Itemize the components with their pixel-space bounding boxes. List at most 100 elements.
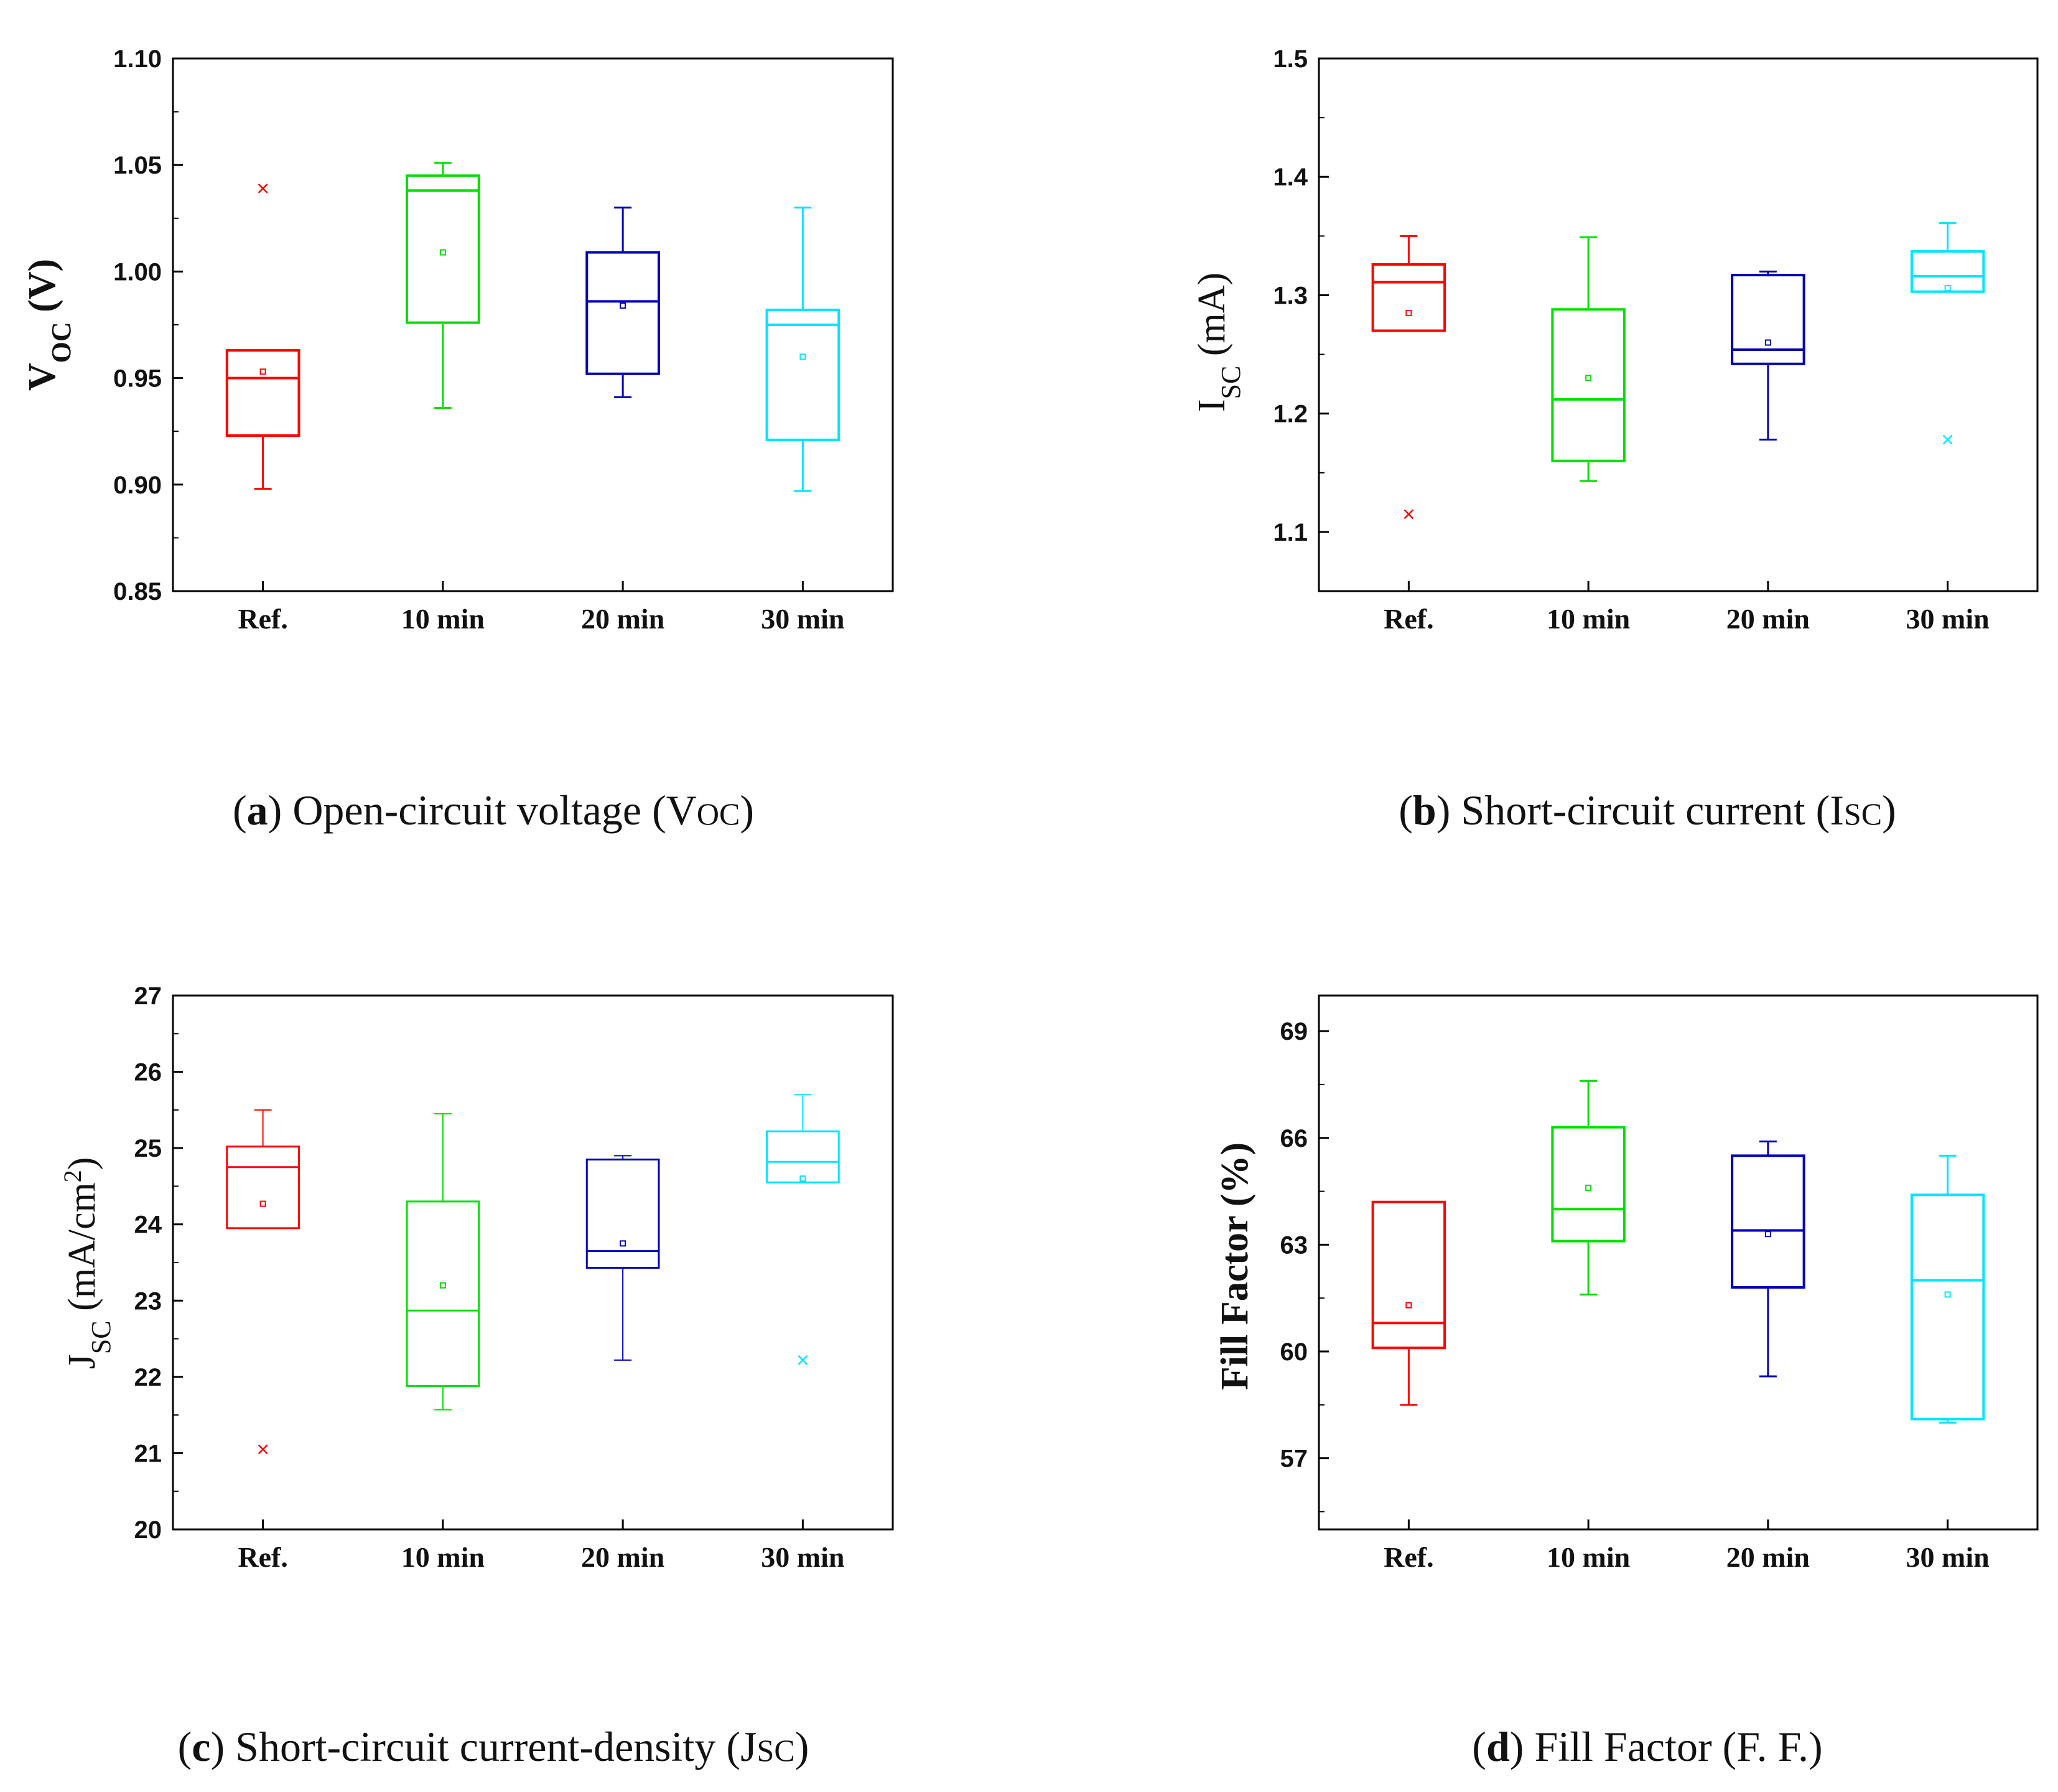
y-tick-label: 0.85 [113,578,162,605]
caption-close-paren: ) [1510,1723,1535,1770]
box-series-2 [406,1113,480,1411]
y-tick-label: 0.90 [113,472,162,499]
box-iqr [1371,1200,1446,1350]
box-series-3 [585,1155,660,1361]
y-tick-label: 25 [134,1135,162,1162]
box-mean-marker [439,1282,446,1289]
y-tick-label: 1.00 [113,258,162,286]
y-tick-label: 1.1 [1273,519,1308,546]
panel-caption: (c) Short-circuit current-density (JSC) [178,1723,809,1770]
caption-small-caps: SC [757,1733,795,1768]
box-series-4 [765,207,840,492]
box-series-2 [1551,236,1626,482]
box-series-1 [225,183,300,490]
caption-open-paren: ( [1472,1723,1486,1770]
y-tick-label: 66 [1280,1125,1308,1152]
y-tick-label: 0.95 [113,365,162,393]
x-tick-label: 30 min [761,603,844,635]
box-series-2 [1551,1080,1626,1295]
caption-letter: b [1413,786,1436,834]
box-series-1 [1371,235,1446,520]
x-tick-label: 10 min [1547,603,1630,635]
y-tick-label: 23 [134,1287,162,1315]
y-tick-label: 63 [1280,1231,1308,1259]
y-axis-label: JSC (mA/cm2) [58,1157,116,1370]
box-iqr [1371,263,1446,332]
y-axis-label-superscript: 2 [58,1170,86,1182]
y-tick-label: 69 [1280,1018,1308,1045]
chart-panel-d: 57 60 63 66 69 Ref. 10 min 20 min 30 min Fill Fac… [1214,994,2039,1770]
box-mean-marker [799,353,806,360]
x-tick-label: 20 min [581,1541,664,1573]
box-iqr [225,349,300,437]
panel-caption: (b) Short-circuit current (ISC) [1399,786,1896,834]
box-mean-marker [1764,339,1771,346]
box-mean-marker [1405,309,1412,316]
y-axis-label-main: I [1191,399,1233,412]
y-tick-label: 1.3 [1273,282,1308,309]
box-mean-marker [259,1200,266,1207]
caption-open-paren: ( [178,1723,192,1770]
outlier-marker [798,1355,808,1365]
x-tick-label: 10 min [1547,1541,1630,1573]
box-mean-marker [259,368,266,375]
caption-end: ) [740,786,754,834]
caption-text: Fill Factor (F. F.) [1534,1723,1822,1770]
y-tick-label: 22 [134,1364,162,1391]
x-tick-label: 20 min [581,603,664,635]
plot-frame [172,994,894,1531]
y-tick-label: 60 [1280,1338,1308,1366]
box-iqr [406,174,480,324]
box-series-1 [1371,1200,1446,1406]
caption-letter: a [247,786,268,834]
x-tick-label: 20 min [1726,603,1810,635]
box-iqr [1731,274,1805,365]
box-mean-marker [439,249,446,256]
box-series-3 [1731,1141,1805,1378]
caption-letter: d [1486,1723,1510,1770]
box-iqr [406,1200,480,1388]
caption-letter: c [192,1723,210,1770]
caption-small-caps: SC [1844,796,1882,831]
box-series-3 [585,207,660,398]
y-axis-label: Fill Factor (%) [1214,1142,1256,1390]
box-mean-marker [1585,375,1592,381]
x-tick-label: 10 min [401,1541,485,1573]
x-tick-label: Ref. [1384,603,1433,635]
box-mean-marker [1585,1184,1592,1191]
y-tick-label: 27 [134,982,162,1010]
box-mean-marker [1405,1302,1412,1309]
outlier-marker [1942,434,1953,445]
chart-panel-a: 0.85 0.90 0.95 1.00 1.05 1.10 Ref. 10 min 20 min… [21,45,894,834]
box-mean-marker [1944,1291,1951,1298]
box-iqr [766,1130,840,1183]
panel-caption: (a) Open-circuit voltage (VOC) [233,786,754,834]
y-tick-label: 1.2 [1273,401,1308,428]
box-mean-marker [1764,1231,1771,1238]
y-axis-label-unit: (V) [21,259,63,322]
plot-frame [1318,994,2039,1531]
y-axis-label-unit: (mA) [1191,273,1233,366]
y-tick-label: 1.10 [113,45,162,73]
box-mean-marker [799,1175,806,1182]
box-iqr [1910,250,1985,293]
caption-text: Short-circuit current (I [1461,786,1844,834]
y-tick-label: 1.5 [1273,45,1308,73]
y-tick-label: 24 [134,1211,162,1239]
box-series-4 [766,1094,840,1365]
box-series-1 [226,1109,300,1455]
y-axis-label-subscript: SC [86,1320,116,1354]
y-tick-label: 26 [134,1059,162,1086]
box-iqr [1910,1193,1985,1421]
x-tick-label: 10 min [401,603,485,635]
x-tick-label: Ref. [238,1541,287,1573]
y-axis-label-unit: (mA/cm [61,1182,103,1320]
x-tick-label: 30 min [1906,603,1990,635]
box-mean-marker [620,1240,626,1247]
y-axis-label-main: Fill Factor (%) [1214,1142,1256,1390]
y-tick-label: 20 [134,1516,162,1544]
box-mean-marker [1944,285,1951,292]
